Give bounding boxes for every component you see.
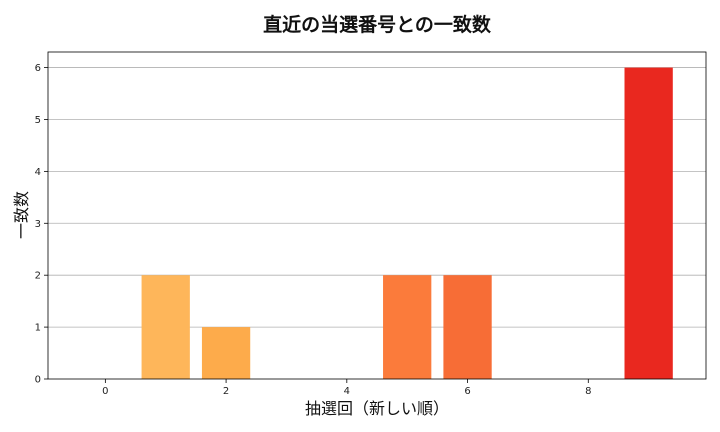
chart-title: 直近の当選番号との一致数	[263, 13, 492, 36]
x-axis-ticks: 0 2 4 6 8	[102, 379, 591, 397]
bars	[141, 67, 673, 380]
bar	[383, 275, 432, 379]
bar	[624, 67, 673, 380]
y-tick-label: 3	[35, 219, 41, 230]
x-tick-label: 8	[585, 386, 591, 397]
x-tick-label: 6	[464, 386, 470, 397]
x-tick-label: 4	[344, 386, 350, 397]
y-tick-label: 0	[35, 375, 41, 386]
bar	[443, 275, 492, 379]
x-tick-label: 0	[102, 386, 108, 397]
y-tick-label: 1	[35, 323, 41, 334]
bar	[201, 327, 251, 379]
y-tick-label: 5	[35, 115, 41, 126]
y-axis-ticks: 0 1 2 3 4 5 6	[35, 63, 48, 386]
plot-frame	[47, 51, 707, 380]
bar	[141, 275, 190, 379]
y-tick-label: 2	[35, 271, 41, 282]
y-tick-label: 4	[35, 167, 41, 178]
y-tick-label: 6	[35, 63, 41, 74]
x-axis-label: 抽選回（新しい順）	[305, 399, 449, 418]
x-tick-label: 2	[223, 386, 229, 397]
y-axis-label: 一致数	[12, 191, 31, 239]
